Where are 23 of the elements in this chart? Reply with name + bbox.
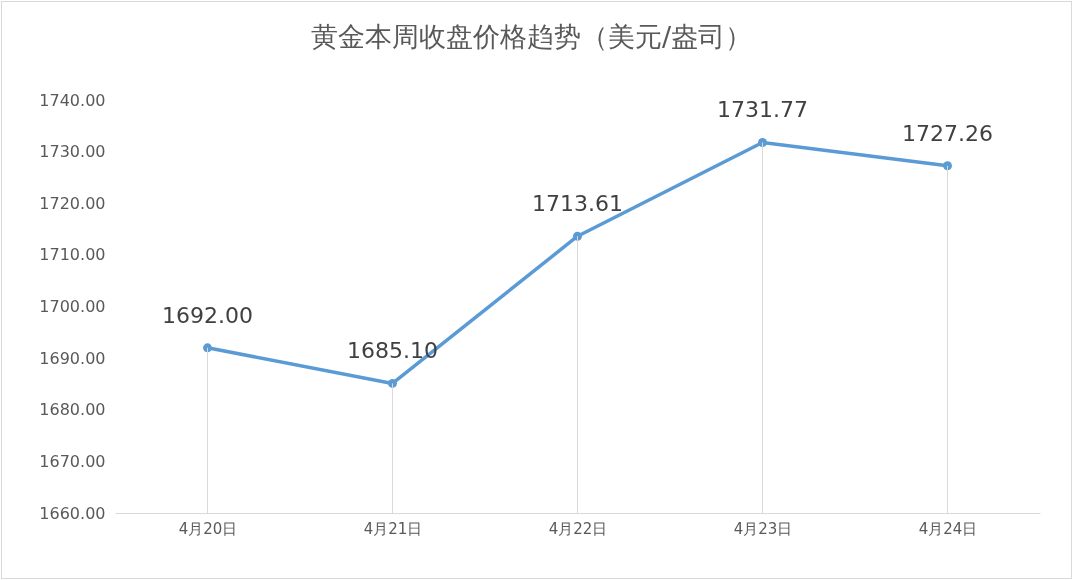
y-tick-label: 1680.00	[39, 400, 106, 420]
y-tick-label: 1660.00	[39, 503, 106, 523]
y-tick-label: 1700.00	[39, 297, 106, 316]
y-tick-label: 1740.00	[39, 90, 106, 110]
y-tick-label: 1720.00	[39, 193, 106, 213]
y-tick-label: 1730.00	[39, 142, 106, 162]
y-tick-label: 1710.00	[39, 245, 106, 265]
x-tick-label: 4月23日	[733, 519, 793, 538]
x-tick-label: 4月24日	[918, 519, 978, 538]
x-tick-label: 4月22日	[548, 519, 608, 538]
data-label: 1713.61	[532, 191, 623, 217]
x-tick-label: 4月21日	[363, 519, 423, 538]
y-tick-label: 1690.00	[39, 348, 106, 368]
y-tick-label: 1670.00	[39, 451, 106, 471]
data-label: 1727.26	[902, 120, 993, 146]
point	[943, 161, 952, 171]
point	[573, 231, 582, 241]
data-label: 1692.00	[162, 302, 253, 328]
chart-title: 黄金本周收盘价格趋势（美元/盎司）	[310, 21, 753, 52]
data-label: 1731.77	[717, 97, 808, 123]
x-tick-label: 4月20日	[178, 519, 238, 538]
point	[203, 343, 212, 353]
point	[388, 378, 397, 388]
